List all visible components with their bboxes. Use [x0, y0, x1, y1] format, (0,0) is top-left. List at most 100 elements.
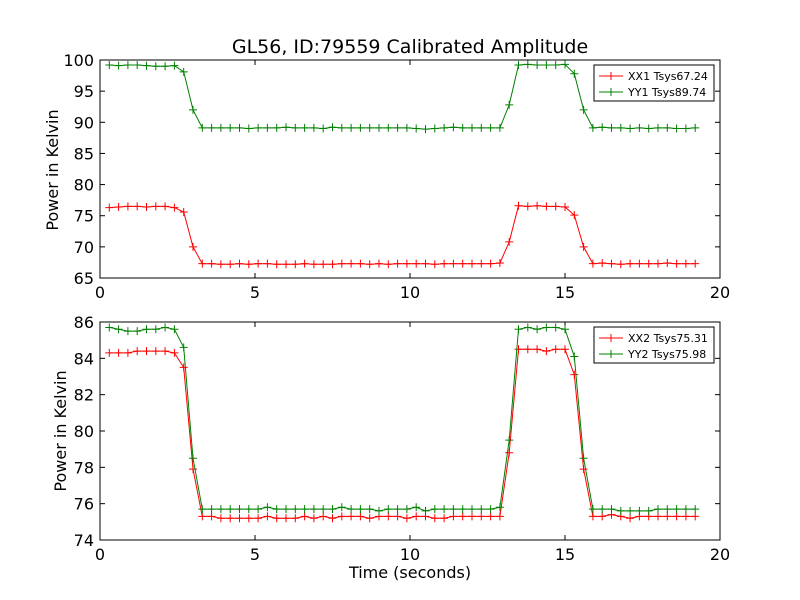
data-point-xx2: [189, 465, 197, 474]
data-point-yy1: [384, 123, 393, 132]
data-point-yy2: [468, 505, 476, 514]
top-y-tick-label: 80: [74, 176, 94, 195]
top-y-tick-label: 70: [74, 238, 94, 257]
data-point-yy1: [402, 123, 411, 132]
data-point-xx1: [309, 260, 318, 269]
bottom-y-tick-label: 82: [74, 386, 94, 405]
data-point-xx2: [319, 512, 328, 521]
data-point-xx1: [198, 259, 207, 268]
data-point-xx1: [616, 260, 625, 269]
data-point-yy1: [198, 123, 207, 132]
data-point-yy2: [551, 323, 560, 332]
data-point-xx2: [365, 514, 374, 523]
data-point-yy2: [681, 505, 690, 514]
data-point-yy2: [412, 503, 421, 512]
data-point-xx2: [588, 512, 597, 521]
data-point-xx1: [356, 259, 365, 268]
data-point-xx1: [384, 260, 393, 269]
data-point-yy1: [300, 123, 309, 132]
bottom-legend: XX2 Tsys75.31 YY2 Tsys75.98: [593, 326, 715, 364]
legend-marker-xx2: [607, 334, 615, 342]
data-point-xx2: [402, 514, 411, 523]
data-point-yy1: [244, 124, 253, 133]
data-point-yy2: [328, 505, 337, 514]
data-point-yy2: [598, 505, 607, 514]
data-point-xx1: [681, 259, 690, 268]
data-point-yy2: [235, 505, 244, 514]
data-point-yy2: [244, 505, 253, 514]
data-point-xx1: [347, 259, 356, 268]
data-point-xx1: [105, 203, 114, 212]
data-point-yy2: [495, 503, 504, 512]
data-point-xx2: [598, 512, 607, 521]
data-point-yy2: [123, 327, 132, 336]
data-point-xx1: [170, 203, 179, 212]
x-axis-label: Time (seconds): [348, 563, 471, 582]
data-point-xx2: [468, 512, 476, 521]
data-point-yy1: [626, 124, 635, 133]
data-point-xx2: [672, 512, 681, 521]
data-point-yy2: [533, 325, 542, 334]
top-y-tick-label: 75: [74, 207, 94, 226]
data-point-yy2: [337, 503, 346, 512]
data-point-xx2: [300, 512, 309, 521]
data-point-yy1: [421, 125, 430, 134]
bottom-y-axis-label: Power in Kelvin: [51, 370, 70, 491]
data-point-yy1: [551, 60, 560, 69]
data-point-yy1: [347, 123, 356, 132]
data-point-xx1: [598, 259, 607, 268]
data-point-yy2: [179, 343, 188, 352]
data-point-yy1: [449, 123, 458, 132]
data-point-yy2: [523, 323, 532, 332]
data-point-yy1: [542, 60, 551, 69]
data-point-yy1: [179, 67, 188, 76]
data-point-yy1: [254, 123, 263, 132]
data-point-xx1: [430, 260, 439, 269]
data-point-yy1: [142, 61, 151, 70]
data-point-xx1: [272, 260, 281, 269]
data-point-yy2: [644, 506, 653, 515]
data-point-yy2: [365, 505, 374, 514]
data-point-yy1: [458, 123, 467, 132]
data-point-yy1: [570, 69, 579, 78]
data-point-xx2: [691, 512, 700, 521]
legend-label-yy2: YY2 Tsys75.98: [627, 348, 706, 361]
data-point-xx1: [477, 259, 486, 268]
data-point-yy2: [105, 323, 114, 332]
data-point-xx1: [207, 259, 216, 268]
data-point-xx1: [282, 260, 290, 269]
top-subplot: Power in Kelvin 0 5 10 15 20 65 70 75 80 85 90 95 10…: [43, 51, 730, 302]
data-point-yy1: [486, 123, 495, 132]
data-point-yy1: [393, 123, 402, 132]
chart-title: GL56, ID:79559 Calibrated Amplitude: [232, 36, 588, 58]
top-y-tick-label: 100: [63, 51, 94, 70]
data-point-yy2: [272, 505, 281, 514]
data-point-yy1: [588, 123, 597, 132]
data-point-xx1: [449, 259, 458, 268]
data-point-yy2: [402, 505, 411, 514]
data-point-yy1: [216, 123, 225, 132]
data-point-xx1: [542, 202, 551, 211]
data-point-yy1: [356, 123, 365, 132]
data-point-yy1: [133, 60, 142, 69]
data-point-xx2: [626, 514, 635, 523]
data-point-yy1: [654, 123, 662, 132]
data-point-yy1: [207, 123, 216, 132]
data-point-xx1: [607, 259, 616, 268]
data-point-yy2: [282, 505, 290, 514]
data-point-xx1: [142, 202, 151, 211]
data-point-yy1: [309, 123, 318, 132]
data-point-xx1: [300, 259, 309, 268]
data-point-xx1: [458, 259, 467, 268]
data-point-xx2: [561, 345, 569, 354]
data-point-yy1: [365, 123, 374, 132]
data-point-yy2: [588, 505, 597, 514]
data-point-xx2: [133, 347, 142, 356]
data-point-yy2: [207, 505, 216, 514]
data-point-xx2: [179, 363, 188, 372]
top-x-tick-label: 5: [250, 283, 260, 302]
top-x-tick-label: 20: [710, 283, 730, 302]
data-point-yy1: [579, 105, 588, 114]
data-point-xx1: [393, 259, 402, 268]
